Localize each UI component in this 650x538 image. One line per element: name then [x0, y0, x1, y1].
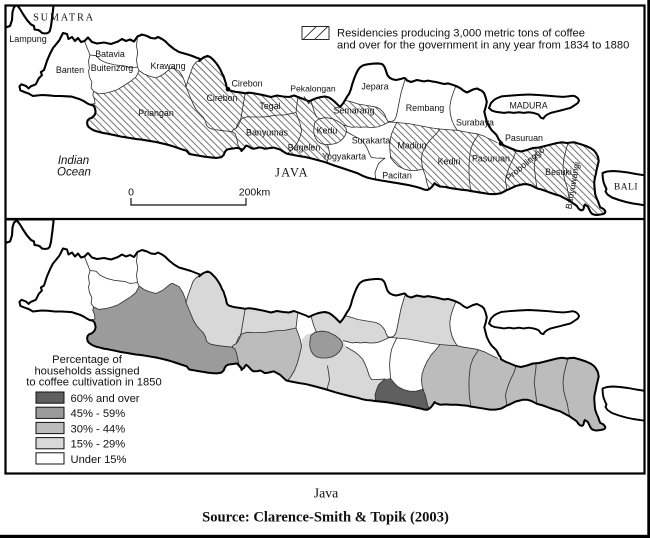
svg-text:Pacitan: Pacitan: [382, 171, 412, 181]
svg-text:Cirebon: Cirebon: [206, 93, 237, 103]
svg-text:Under 15%: Under 15%: [71, 454, 127, 466]
svg-text:Banten: Banten: [56, 65, 84, 75]
svg-text:Indian: Indian: [58, 155, 89, 167]
svg-text:Semarang: Semarang: [334, 106, 375, 116]
svg-text:Priangan: Priangan: [138, 108, 174, 118]
svg-text:Java: Java: [314, 486, 339, 501]
svg-text:Source: Clarence-Smith & Topik: Source: Clarence-Smith & Topik (2003): [202, 510, 449, 526]
svg-text:Surakarta: Surakarta: [352, 136, 391, 146]
svg-text:45% - 59%: 45% - 59%: [71, 408, 126, 420]
svg-text:Madiun: Madiun: [397, 141, 426, 151]
svg-text:Buitenzorg: Buitenzorg: [91, 63, 133, 73]
svg-text:200km: 200km: [239, 187, 271, 199]
svg-text:to coffee cultivation in 1850: to coffee cultivation in 1850: [26, 377, 161, 389]
svg-text:Bagelen: Bagelen: [288, 143, 321, 153]
svg-text:and over for the government in: and over for the government in any year …: [337, 40, 629, 52]
svg-text:Pasuruan: Pasuruan: [472, 154, 510, 164]
svg-text:Krawang: Krawang: [150, 61, 185, 71]
svg-text:households assigned: households assigned: [34, 365, 139, 377]
svg-text:Kedu: Kedu: [317, 126, 338, 136]
svg-text:Tegal: Tegal: [259, 101, 280, 111]
svg-text:0: 0: [128, 187, 134, 199]
svg-text:30% - 44%: 30% - 44%: [71, 423, 126, 435]
svg-text:SUMATRA: SUMATRA: [33, 13, 95, 24]
svg-text:Pekalongan: Pekalongan: [290, 84, 336, 94]
svg-text:Ocean: Ocean: [57, 166, 91, 178]
svg-text:Cirebon: Cirebon: [232, 78, 263, 88]
svg-text:Residencies producing 3,000 me: Residencies producing 3,000 metric tons …: [337, 28, 585, 40]
svg-text:Batavia: Batavia: [95, 49, 125, 59]
svg-text:Yogyakarta: Yogyakarta: [322, 152, 366, 162]
svg-text:Rembang: Rembang: [406, 103, 445, 113]
svg-text:Surabaya: Surabaya: [456, 118, 494, 128]
svg-text:Pasuruan: Pasuruan: [505, 133, 543, 143]
svg-text:JAVA: JAVA: [275, 166, 309, 180]
svg-text:60% and over: 60% and over: [71, 393, 140, 405]
svg-text:Kediri: Kediri: [438, 156, 461, 166]
svg-text:Percentage of: Percentage of: [52, 354, 123, 366]
svg-text:Besuki: Besuki: [545, 167, 572, 177]
svg-text:Lampung: Lampung: [9, 34, 47, 44]
svg-text:Banyumas: Banyumas: [246, 128, 288, 138]
svg-text:15% - 29%: 15% - 29%: [71, 439, 126, 451]
svg-text:MADURA: MADURA: [509, 101, 547, 111]
svg-text:BALI: BALI: [614, 183, 638, 193]
svg-text:Jepara: Jepara: [361, 82, 388, 92]
